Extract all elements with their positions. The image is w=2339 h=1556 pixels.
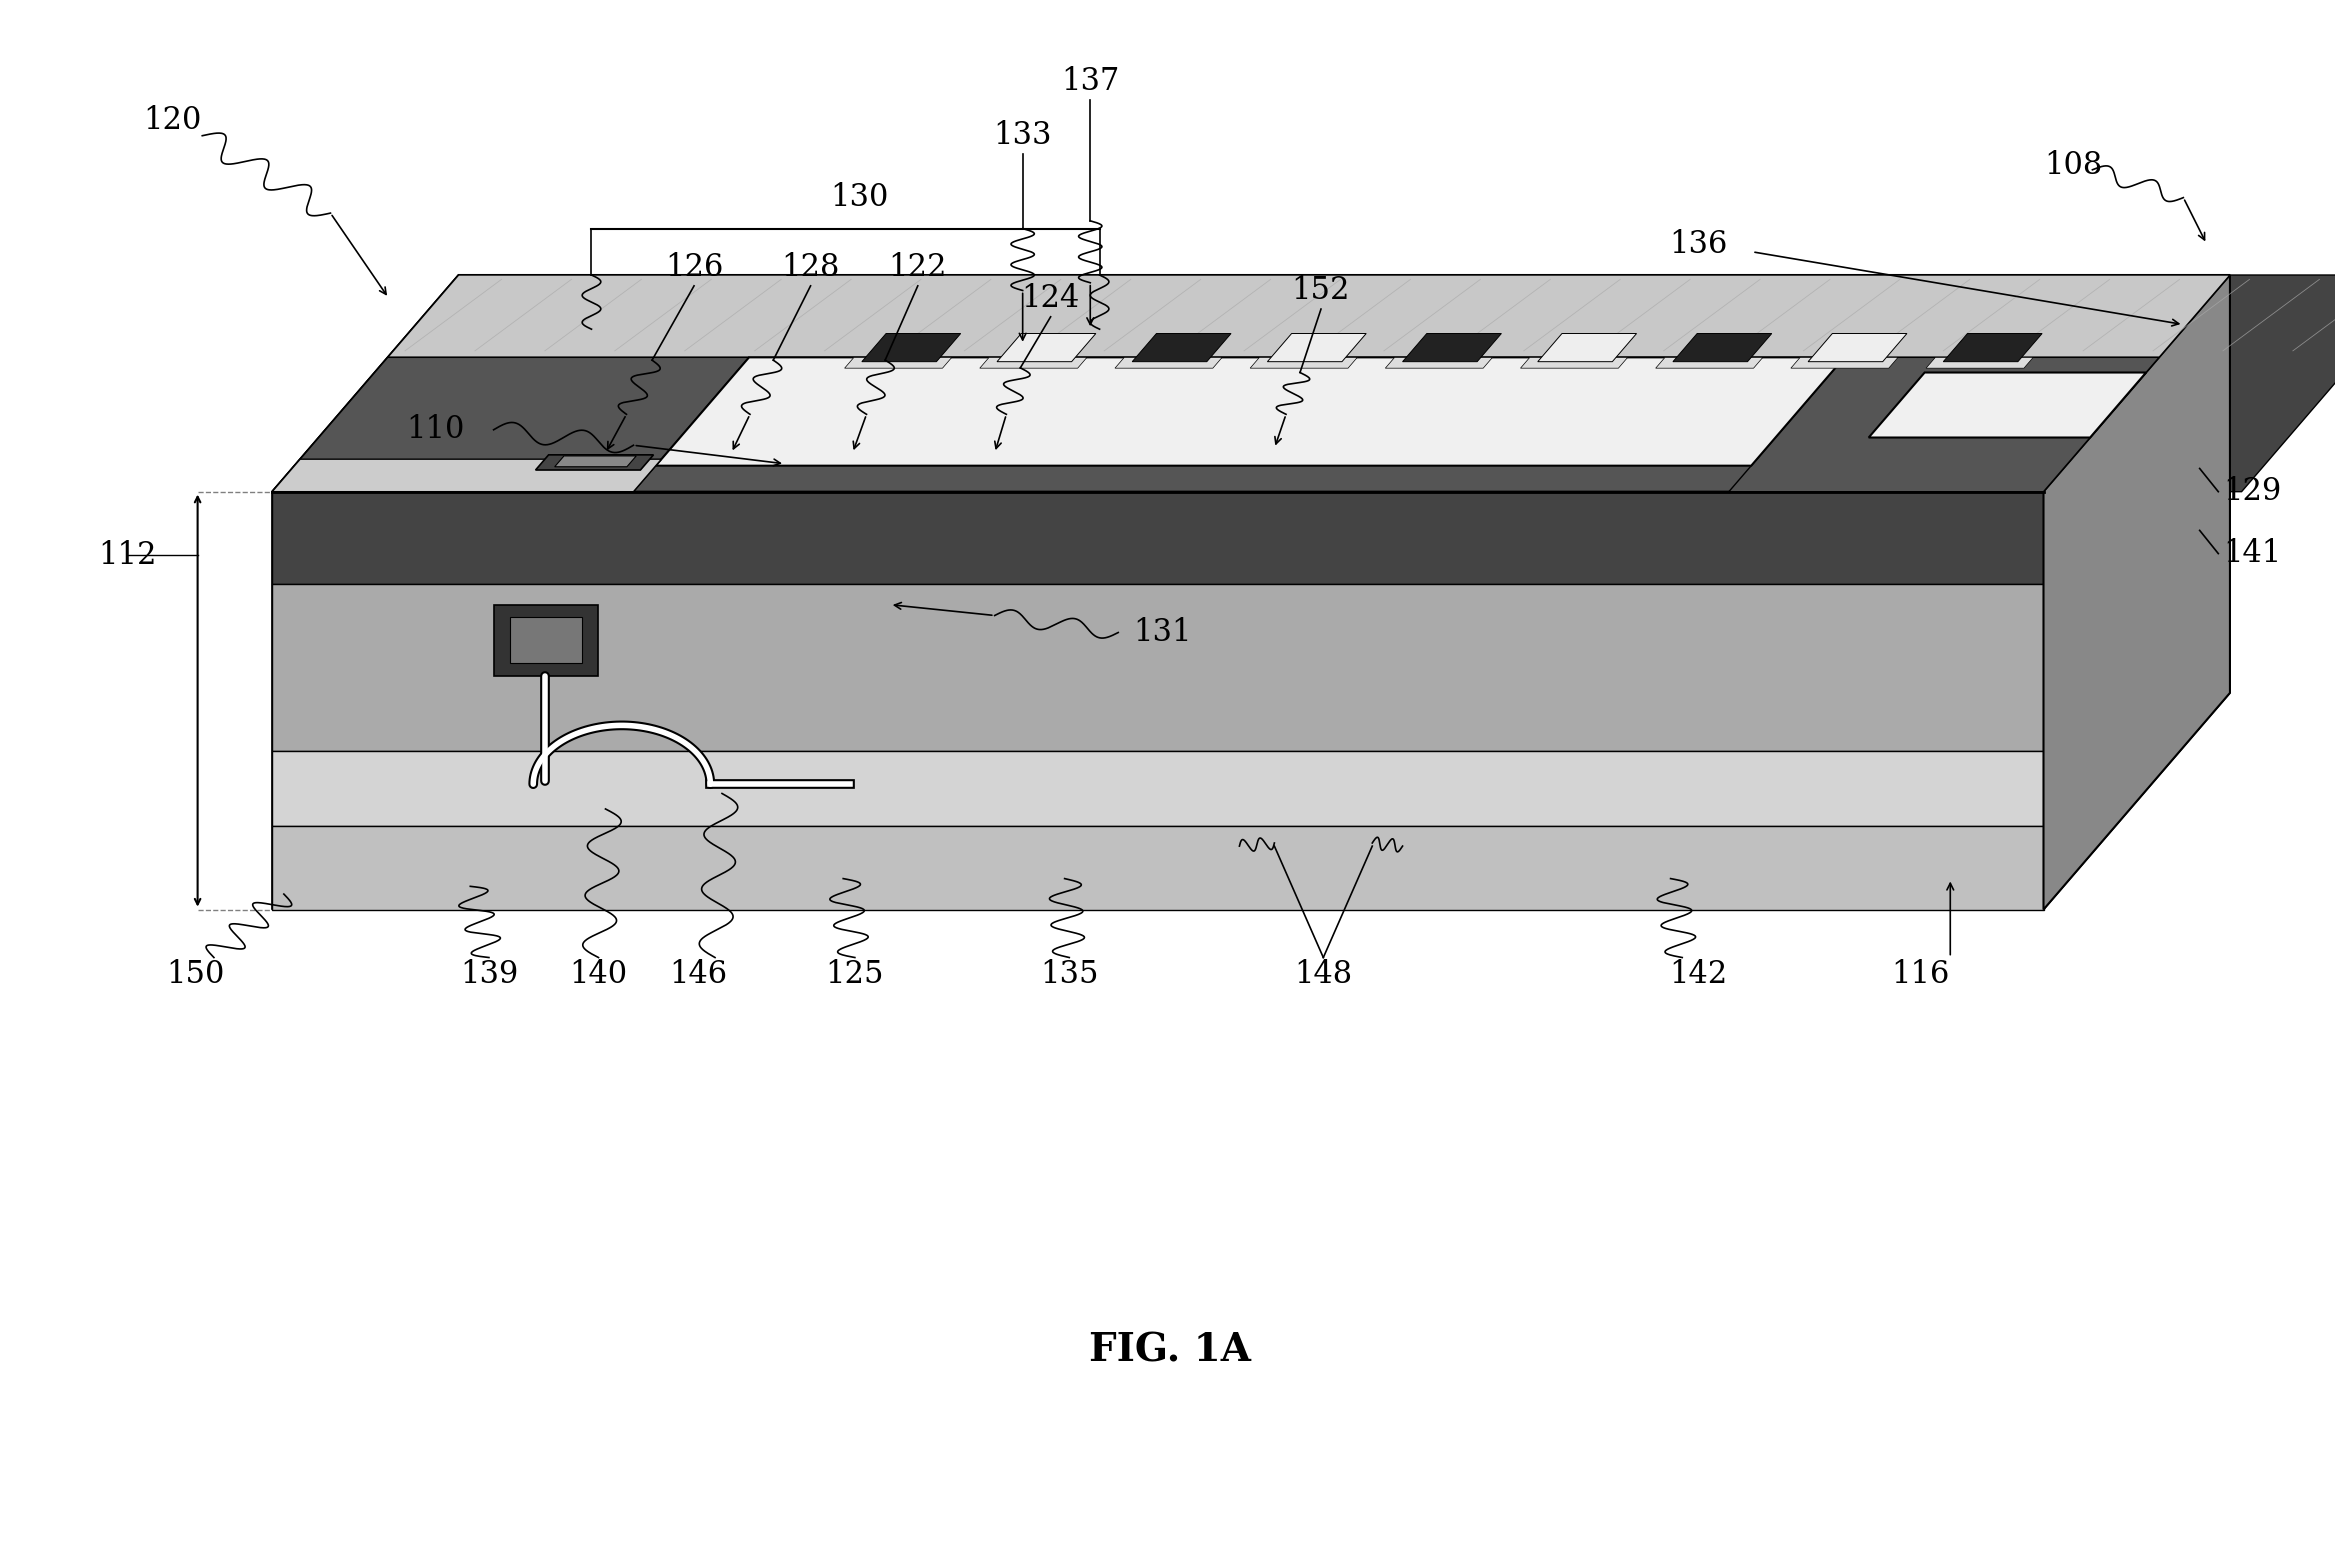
Polygon shape: [510, 616, 582, 663]
Polygon shape: [271, 826, 2044, 910]
Polygon shape: [1944, 333, 2042, 361]
Polygon shape: [1268, 333, 1366, 361]
Text: 150: 150: [166, 958, 225, 990]
Text: 137: 137: [1062, 65, 1120, 96]
Text: 129: 129: [2222, 476, 2281, 507]
Text: 126: 126: [664, 252, 723, 283]
Text: 110: 110: [407, 414, 465, 445]
Polygon shape: [271, 584, 2044, 750]
Polygon shape: [861, 333, 961, 361]
Polygon shape: [554, 456, 636, 467]
Text: 142: 142: [1670, 958, 1729, 990]
Polygon shape: [996, 333, 1097, 361]
Text: 141: 141: [2222, 538, 2281, 569]
Polygon shape: [1249, 358, 1357, 369]
Text: 135: 135: [1041, 958, 1099, 990]
Text: 112: 112: [98, 540, 157, 571]
Text: 122: 122: [889, 252, 947, 283]
Text: 130: 130: [830, 182, 889, 213]
Polygon shape: [980, 358, 1088, 369]
Text: FIG. 1A: FIG. 1A: [1088, 1332, 1251, 1369]
Polygon shape: [271, 275, 458, 910]
Text: 131: 131: [1134, 618, 1193, 647]
Text: 116: 116: [1890, 958, 1948, 990]
Text: 139: 139: [461, 958, 517, 990]
Polygon shape: [655, 358, 1845, 465]
Polygon shape: [271, 692, 2229, 910]
Text: 146: 146: [669, 958, 727, 990]
Polygon shape: [1537, 333, 1637, 361]
Text: 136: 136: [1670, 229, 1729, 260]
Polygon shape: [1132, 333, 1230, 361]
Text: 120: 120: [143, 104, 201, 135]
Polygon shape: [1672, 333, 1771, 361]
Polygon shape: [494, 605, 599, 675]
Polygon shape: [1116, 358, 1223, 369]
Polygon shape: [1869, 372, 2147, 437]
Text: 108: 108: [2044, 149, 2103, 180]
Text: 152: 152: [1291, 275, 1350, 307]
Polygon shape: [1925, 358, 2033, 369]
Polygon shape: [1385, 358, 1492, 369]
Polygon shape: [1792, 358, 1897, 369]
Polygon shape: [1656, 358, 1764, 369]
Polygon shape: [271, 275, 2229, 492]
Polygon shape: [536, 454, 653, 470]
Polygon shape: [2044, 275, 2229, 910]
Text: 148: 148: [1293, 958, 1352, 990]
Polygon shape: [271, 750, 2044, 826]
Polygon shape: [271, 358, 748, 492]
Polygon shape: [844, 358, 952, 369]
Text: 124: 124: [1022, 283, 1081, 314]
Polygon shape: [2044, 275, 2339, 492]
Polygon shape: [1520, 358, 1628, 369]
Text: 125: 125: [826, 958, 884, 990]
Polygon shape: [388, 275, 2229, 358]
Text: 140: 140: [568, 958, 627, 990]
Text: 128: 128: [781, 252, 840, 283]
Text: 133: 133: [994, 120, 1053, 151]
Polygon shape: [271, 459, 662, 492]
Polygon shape: [1808, 333, 1906, 361]
Polygon shape: [1729, 358, 2159, 492]
Polygon shape: [271, 492, 2044, 584]
Polygon shape: [1403, 333, 1502, 361]
